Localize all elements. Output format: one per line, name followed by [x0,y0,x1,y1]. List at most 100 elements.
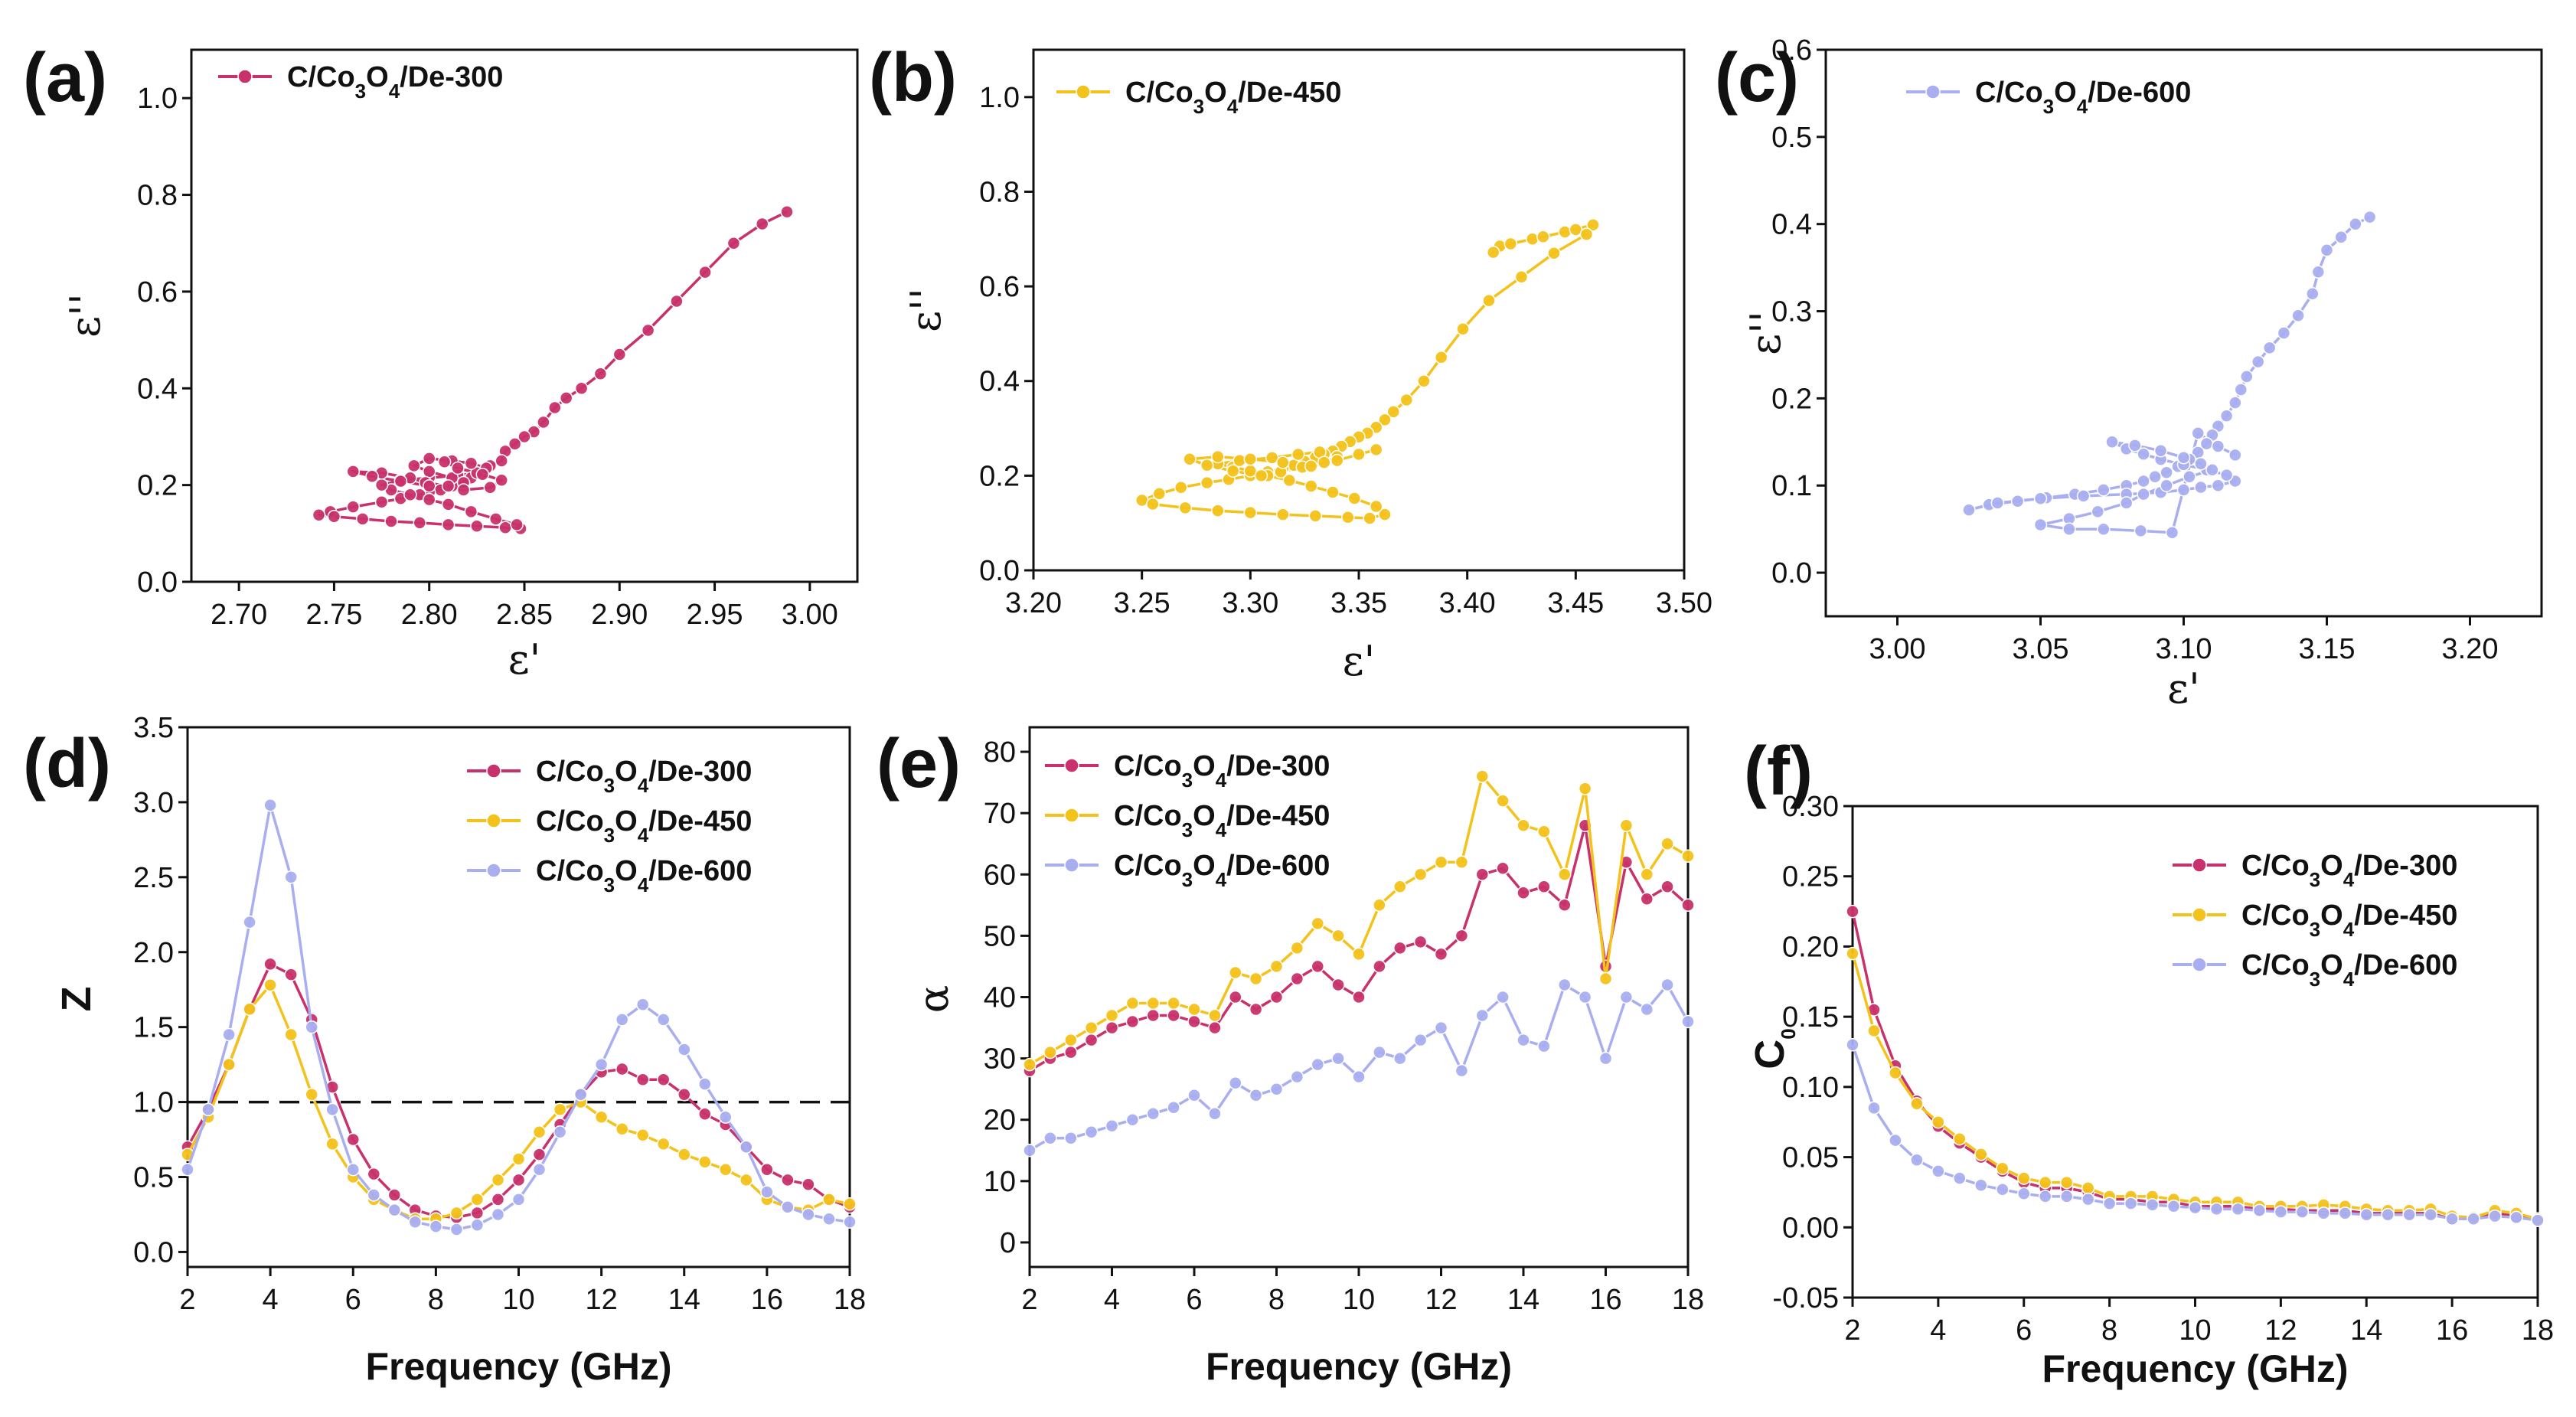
data-point [1547,247,1561,260]
data-point [2176,451,2191,465]
data-point [532,1162,547,1177]
data-point [2262,341,2277,355]
data-point [305,1020,318,1034]
data-point [1598,1051,1613,1066]
data-point [802,1177,815,1192]
data-point [1105,1020,1119,1035]
series-line [1851,1044,2538,1222]
x-tick-label: 16 [751,1284,783,1316]
data-point [263,978,277,992]
x-tick-label: 4 [263,1284,279,1316]
legend-label: C/Co3O4/De-600 [536,855,752,896]
data-point [408,1215,423,1229]
data-point [2362,210,2377,224]
plot-frame [1824,48,2543,618]
data-point [1889,1133,1902,1148]
series-line [1140,224,1594,520]
data-point [2205,462,2219,477]
data-point [677,1043,691,1056]
data-point [1517,1033,1530,1047]
x-tick-label: 2 [179,1284,195,1316]
data-point [491,1193,505,1206]
y-tick-label: 20 [984,1105,1016,1137]
data-point [1455,855,1469,870]
data-point [2211,439,2225,453]
data-point [498,521,512,534]
data-point [2017,1187,2031,1201]
data-point [1146,1008,1161,1023]
data-point [2160,465,2173,479]
data-point [2102,1197,2117,1210]
y-tick-label: 0.6 [1771,34,1812,67]
data-point [553,1102,567,1117]
y-axis-label: α [909,985,958,1013]
data-point [325,1137,339,1151]
data-point [1290,1069,1304,1084]
data-point [615,1122,629,1136]
data-point [739,1140,753,1154]
data-point [755,217,769,231]
data-point [1867,1101,1881,1115]
data-point [1373,1045,1386,1059]
data-point [1249,1088,1263,1102]
data-point [243,1002,256,1016]
panel-e-label: (e) [877,726,961,802]
data-point [573,1088,588,1102]
data-point [365,469,379,484]
y-tick-label: 0.6 [979,271,1020,303]
panel-e: (e) 2 4 6 8 10 12 14 16 18 0 10 20 30 40 50 60 70 80 Frequ… [877,726,1704,1388]
data-point [1311,916,1325,931]
data-point [511,1193,526,1206]
legend-label: C/Co3O4/De-600 [1975,77,2191,118]
data-point [2311,265,2326,279]
data-point [495,473,508,488]
panel-c-label: (c) [1715,40,1799,116]
data-point [719,1162,733,1177]
y-tick-label: 3.0 [133,787,174,819]
data-point [1352,1069,1366,1084]
data-point [698,265,712,279]
x-tick-label: 2.95 [687,599,743,631]
x-tick-label: 16 [1589,1284,1621,1316]
data-point [510,517,524,532]
data-point [1243,505,1258,520]
data-point [2097,522,2111,536]
legend-swatch-marker [1064,758,1079,773]
data-point [1558,225,1572,239]
data-point [2231,1202,2245,1216]
data-point [1229,990,1242,1004]
data-point [346,500,361,514]
data-point [1413,867,1428,882]
data-point [1598,971,1613,986]
data-point [1846,1038,1859,1052]
x-tick-label: 16 [2436,1314,2468,1347]
data-point [1578,990,1592,1004]
data-point [222,1027,236,1042]
data-point [1167,1008,1180,1023]
data-point [1352,447,1366,462]
data-point [780,204,794,219]
data-point [1496,861,1510,876]
data-point [2097,483,2111,497]
data-point [1105,1008,1119,1023]
data-point [1105,1118,1119,1133]
data-point [2349,217,2362,231]
data-point [222,1057,236,1072]
data-point [449,1223,464,1236]
data-point [1910,1097,1924,1111]
data-point [1331,978,1345,992]
data-point [413,516,427,530]
plot-frame [1032,48,1686,572]
data-point [2059,1190,2074,1203]
data-point [1558,867,1572,882]
data-point [2219,409,2234,423]
y-tick-label: 0.2 [1771,383,1812,415]
data-point [1619,818,1634,832]
data-point [1352,990,1366,1004]
y-tick-label: 60 [984,859,1016,891]
data-point [532,1148,547,1161]
x-tick-label: 3.45 [1547,587,1604,619]
data-point [677,1148,691,1161]
series-line [1029,983,1690,1152]
